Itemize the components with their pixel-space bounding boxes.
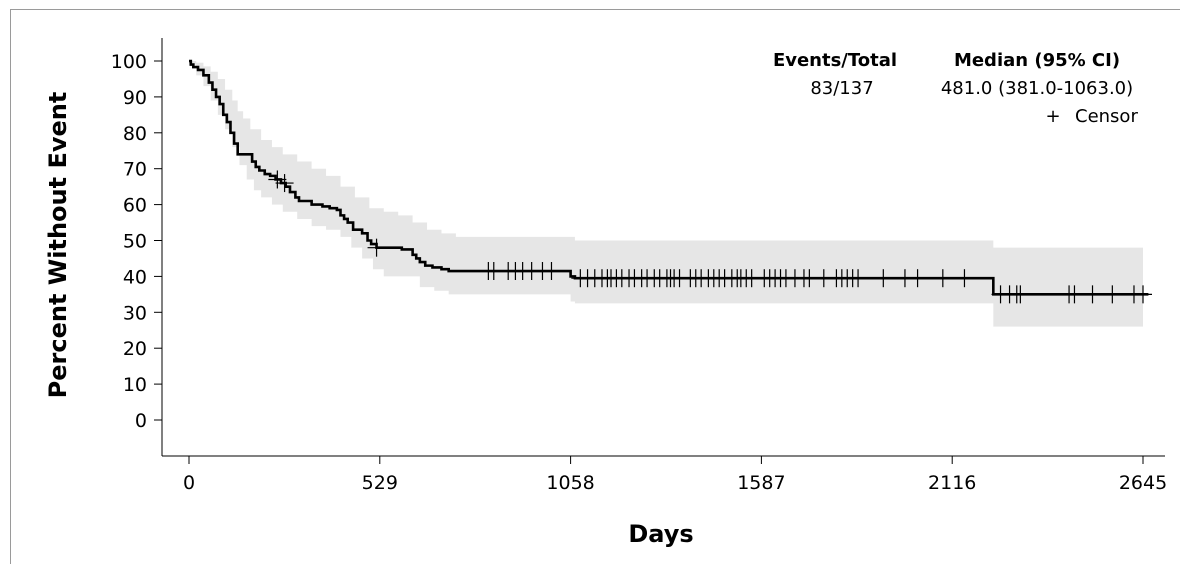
censor-mark: [849, 269, 868, 288]
censor-mark: [367, 238, 386, 257]
censor-mark: [1011, 285, 1030, 304]
x-tick-label: 1058: [546, 472, 594, 494]
y-tick-label: 60: [123, 195, 147, 217]
x-tick-label: 2116: [928, 472, 976, 494]
legend-value-median: 481.0 (381.0-1063.0): [941, 78, 1133, 99]
legend-censor-label: Censor: [1075, 106, 1138, 127]
confidence-band-layer: [189, 61, 1143, 327]
censor-mark: [1083, 285, 1102, 304]
y-tick-label: 10: [123, 374, 147, 396]
x-tick-label: 529: [362, 472, 398, 494]
censor-mark: [874, 269, 893, 288]
legend-value-events: 83/137: [810, 78, 873, 99]
x-tick-label: 2645: [1119, 472, 1167, 494]
y-axis-title: Percent Without Event: [44, 92, 72, 399]
y-tick-label: 0: [135, 410, 147, 432]
x-tick-label: 0: [183, 472, 195, 494]
survival-curve-layer: [189, 59, 1149, 296]
censor-mark: [955, 269, 974, 288]
y-tick-label: 50: [123, 231, 147, 253]
x-axis-title: Days: [628, 520, 693, 548]
plot-frame: [10, 9, 1180, 564]
y-tick-label: 90: [123, 87, 147, 109]
y-tick-label: 80: [123, 123, 147, 145]
y-tick-label: 30: [123, 302, 147, 324]
censor-mark: [933, 269, 952, 288]
censor-mark: [1134, 285, 1152, 304]
survival-curve: [189, 59, 1149, 296]
censor-mark: [908, 269, 927, 288]
censor-mark: [275, 174, 294, 193]
y-tick-label: 40: [123, 266, 147, 288]
y-tick-label: 100: [111, 51, 147, 73]
censor-mark: [1065, 285, 1084, 304]
y-tick-label: 20: [123, 338, 147, 360]
censor-mark: [542, 262, 561, 281]
legend: Events/Total Median (95% CI) 83/137 481.…: [773, 50, 1139, 127]
censor-mark: [1103, 285, 1122, 304]
y-tick-label: 70: [123, 159, 147, 181]
confidence-band: [189, 61, 1143, 327]
censor-marks-layer: [268, 170, 1152, 304]
legend-header-events: Events/Total: [773, 50, 897, 71]
x-tick-label: 1587: [737, 472, 785, 494]
legend-header-median: Median (95% CI): [954, 50, 1120, 71]
censor-mark: [268, 170, 287, 189]
axes-layer: 0 10 20 30 40 50 60 70 80 90 100 0 529 1058 1587 2116 26…: [111, 38, 1167, 494]
legend-censor-symbol: +: [1045, 106, 1060, 127]
